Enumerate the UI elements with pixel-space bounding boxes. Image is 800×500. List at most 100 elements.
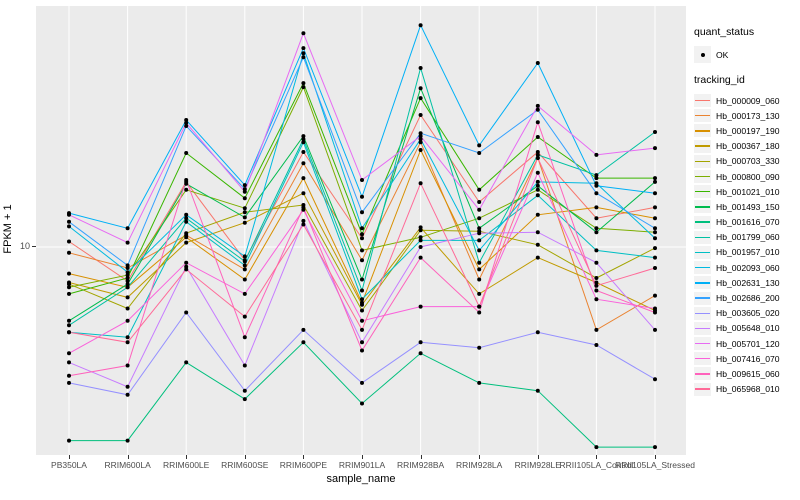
data-point xyxy=(477,248,482,253)
data-point xyxy=(594,248,599,253)
data-point xyxy=(67,291,71,296)
data-point xyxy=(67,212,71,217)
x-tick-mark xyxy=(596,455,598,459)
data-point xyxy=(242,363,247,368)
data-point xyxy=(301,51,306,56)
legend-item-label: Hb_000367_180 xyxy=(716,141,780,152)
data-point xyxy=(301,140,306,145)
legend-item: Hb_000173_130 xyxy=(694,108,800,123)
data-point xyxy=(360,308,364,313)
legend-item-label: Hb_065968_010 xyxy=(716,384,780,395)
data-point xyxy=(653,306,657,311)
data-point xyxy=(653,176,657,181)
legend-item-label: Hb_001021_010 xyxy=(716,186,780,197)
data-point xyxy=(360,232,364,237)
data-point xyxy=(594,205,599,210)
data-point xyxy=(242,291,247,296)
line-key-icon xyxy=(694,352,711,366)
data-point xyxy=(594,191,599,196)
data-point xyxy=(184,231,189,236)
data-point xyxy=(418,340,423,345)
data-point xyxy=(594,176,599,181)
data-point xyxy=(67,323,71,328)
data-point xyxy=(242,267,247,272)
line-key-icon xyxy=(694,94,711,108)
data-point xyxy=(418,140,423,145)
data-point xyxy=(477,380,482,385)
data-point xyxy=(418,23,423,28)
data-point xyxy=(653,293,657,298)
data-point xyxy=(360,297,364,302)
data-point xyxy=(125,335,130,340)
data-point xyxy=(594,343,599,347)
line-key-icon xyxy=(694,261,711,275)
data-point xyxy=(360,327,364,332)
data-point xyxy=(360,178,364,182)
data-point xyxy=(594,327,599,332)
data-point xyxy=(535,187,540,192)
data-point xyxy=(477,151,482,155)
line-key-icon xyxy=(694,154,711,168)
line-key-icon xyxy=(694,276,711,290)
legend-item: Hb_002631_130 xyxy=(694,275,800,290)
x-tick-label: RRIM928LE xyxy=(514,460,561,470)
data-point xyxy=(418,113,423,117)
data-point xyxy=(418,148,423,152)
data-point xyxy=(67,373,71,378)
x-tick-label: PB350LA xyxy=(51,460,87,470)
data-point xyxy=(594,445,599,450)
line-key-icon xyxy=(694,139,711,153)
data-point xyxy=(653,179,657,184)
legend: quant_status OK tracking_id Hb_000009_06… xyxy=(694,26,800,397)
data-point xyxy=(653,310,657,315)
legend-item-label: Hb_002686_200 xyxy=(716,293,780,304)
data-point xyxy=(67,271,71,276)
data-point xyxy=(67,360,71,365)
data-point xyxy=(301,222,306,227)
legend-item-label: Hb_005648_010 xyxy=(716,323,780,334)
data-point xyxy=(477,291,482,296)
data-point xyxy=(184,187,189,192)
data-point xyxy=(477,187,482,192)
data-point xyxy=(125,226,130,231)
data-point xyxy=(184,212,189,217)
legend-item: Hb_007416_070 xyxy=(694,351,800,366)
data-point xyxy=(535,103,540,108)
data-point xyxy=(242,210,247,215)
data-point xyxy=(301,340,306,345)
legend-item-label: Hb_000173_130 xyxy=(716,110,780,121)
data-point xyxy=(184,118,189,122)
data-point xyxy=(242,189,247,194)
data-point xyxy=(242,263,247,268)
x-tick-mark xyxy=(303,455,305,459)
data-point xyxy=(301,137,306,142)
legend-item: Hb_002686_200 xyxy=(694,290,800,305)
data-point xyxy=(360,288,364,293)
x-tick-mark xyxy=(127,455,129,459)
legend-item: Hb_009615_060 xyxy=(694,366,800,381)
data-point xyxy=(535,183,540,188)
x-tick-label: RRII105LA_Stressed xyxy=(615,460,695,470)
data-point xyxy=(242,183,247,188)
data-point xyxy=(653,230,657,235)
data-point xyxy=(477,200,482,204)
data-point xyxy=(360,258,364,263)
data-point xyxy=(125,340,130,345)
legend-item: Hb_000367_180 xyxy=(694,139,800,154)
legend-item: Hb_065968_010 xyxy=(694,382,800,397)
data-point xyxy=(594,297,599,302)
data-point xyxy=(477,207,482,212)
data-point xyxy=(125,295,130,300)
line-key-icon xyxy=(694,245,711,259)
y-axis-title: FPKM + 1 xyxy=(2,204,14,254)
data-point xyxy=(535,135,540,139)
data-point xyxy=(360,194,364,199)
data-point xyxy=(360,348,364,353)
point-key-icon xyxy=(694,46,711,63)
data-point xyxy=(535,150,540,154)
data-point xyxy=(535,193,540,198)
legend-item: Hb_005648_010 xyxy=(694,321,800,336)
data-point xyxy=(418,181,423,186)
data-point xyxy=(125,384,130,389)
data-point xyxy=(184,178,189,182)
